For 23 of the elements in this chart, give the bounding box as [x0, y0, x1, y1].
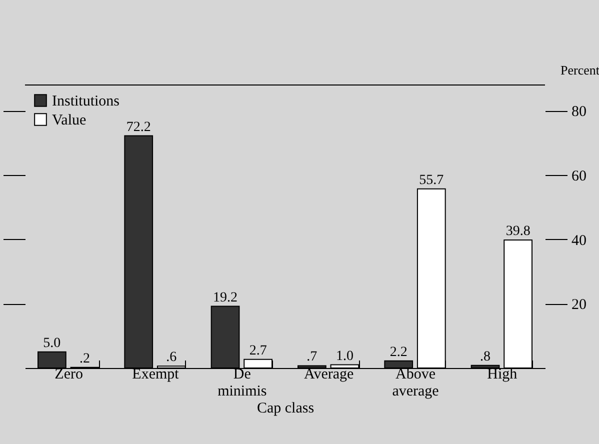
- y-tick-label: 40: [572, 232, 586, 249]
- y-tick-label: 20: [572, 297, 586, 314]
- legend-label: Institutions: [52, 94, 120, 110]
- data-label: .7: [306, 350, 318, 365]
- data-label: 2.2: [390, 344, 408, 360]
- data-label: .6: [166, 350, 177, 366]
- data-label: 72.2: [126, 120, 151, 135]
- x-tick-label: Exempt: [132, 366, 180, 382]
- x-tick-label: Average: [304, 366, 354, 382]
- x-axis-title: Cap class: [256, 400, 314, 416]
- data-label: .8: [480, 349, 491, 364]
- data-label: 55.7: [419, 172, 444, 188]
- x-tick-label: Zero: [54, 366, 83, 382]
- data-label: 5.0: [43, 336, 61, 351]
- y-tick-label: 80: [572, 104, 586, 120]
- data-label: 39.8: [506, 224, 530, 240]
- data-label: 19.2: [213, 290, 238, 306]
- x-tick-label: Above average: [392, 366, 440, 400]
- data-label: 1.0: [336, 348, 354, 364]
- legend-label: Value: [52, 112, 86, 128]
- data-label: .2: [79, 351, 90, 366]
- data-label: 2.7: [249, 343, 267, 358]
- y-tick-label: 60: [572, 168, 586, 185]
